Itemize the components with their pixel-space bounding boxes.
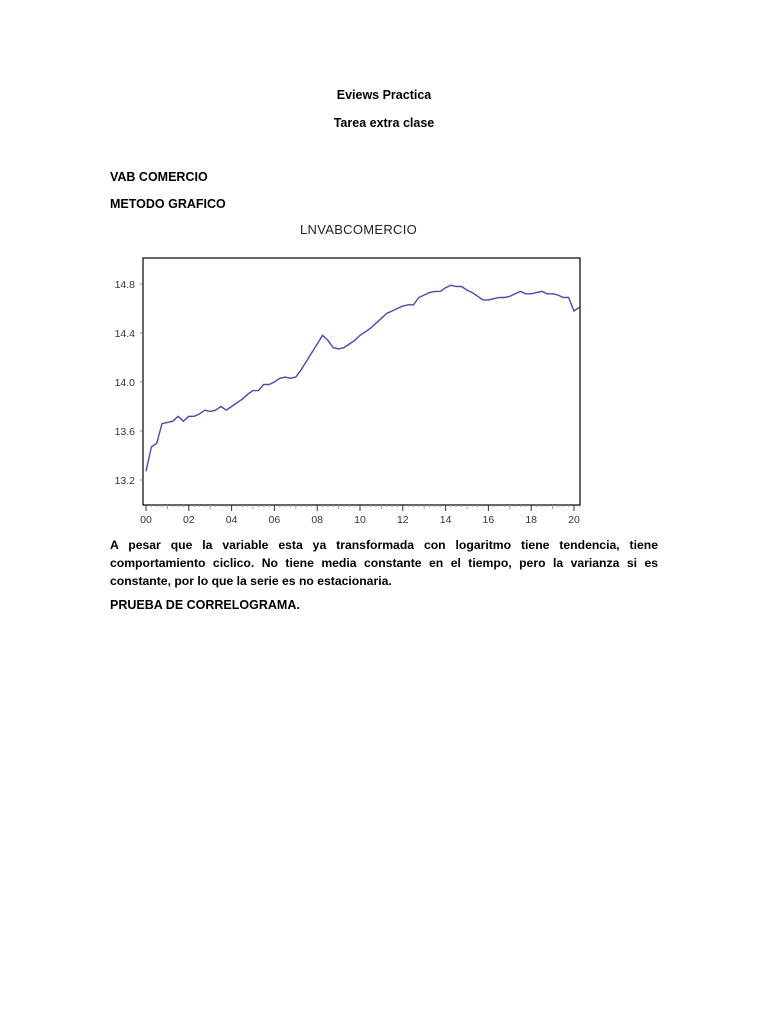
x-tick-label: 08: [311, 514, 323, 526]
body-paragraph: A pesar que la variable esta ya transfor…: [110, 538, 658, 588]
y-tick-label: 13.6: [115, 426, 136, 438]
y-tick-label: 14.0: [115, 377, 136, 389]
x-tick-label: 18: [525, 514, 537, 526]
chart-title: LNVABCOMERCIO: [300, 222, 418, 237]
line-chart: 13.2 13.6 14.0 14.4 14.8 00 02 04 06 08 10 12 14 16 1…: [115, 257, 581, 526]
y-tick-label: 14.4: [115, 328, 136, 340]
x-tick-label: 04: [226, 514, 238, 526]
method-heading: METODO GRAFICO: [110, 197, 226, 211]
section-heading: VAB COMERCIO: [110, 170, 208, 184]
x-tick-label: 14: [440, 514, 452, 526]
x-tick-label: 16: [483, 514, 495, 526]
x-axis: 00 02 04 06 08 10 12 14 16 18 20: [140, 505, 580, 526]
x-tick-label: 12: [397, 514, 409, 526]
y-tick-label: 13.2: [115, 475, 136, 487]
plot-frame: [142, 257, 581, 506]
y-tick-label: 14.8: [115, 279, 136, 291]
x-tick-label: 10: [354, 514, 366, 526]
correlogram-heading: PRUEBA DE CORRELOGRAMA.: [110, 598, 300, 612]
document-title: Eviews Practica: [336, 88, 432, 102]
x-tick-label: 06: [269, 514, 281, 526]
y-axis: 13.2 13.6 14.0 14.4 14.8: [115, 279, 142, 487]
series-line: [145, 284, 580, 472]
x-tick-label: 00: [140, 514, 152, 526]
x-tick-label: 02: [183, 514, 195, 526]
document-subtitle: Tarea extra clase: [333, 116, 435, 130]
x-tick-label: 20: [568, 514, 580, 526]
